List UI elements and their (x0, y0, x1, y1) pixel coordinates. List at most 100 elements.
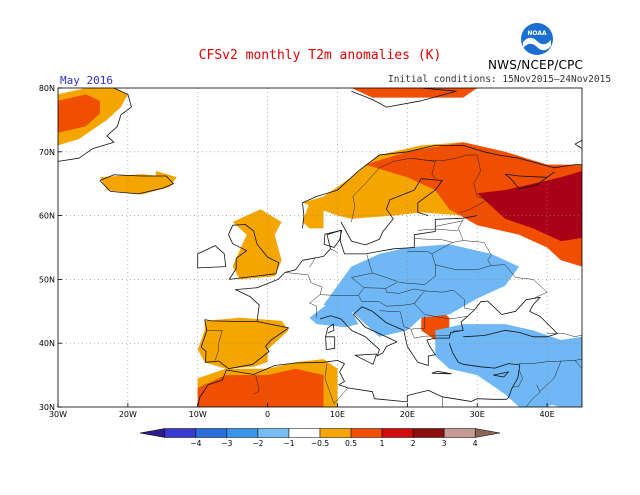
map-title: CFSv2 monthly T2m anomalies (K) (198, 48, 442, 63)
coastline-novaya-zemlya (574, 139, 582, 149)
lon-tick-label: 30W (49, 410, 67, 419)
anomaly-region-iceland-interior (99, 174, 170, 195)
coastline-denmark (323, 229, 343, 248)
colorbar-swatch (350, 428, 383, 438)
country-border (330, 248, 338, 253)
lon-tick-label: 10W (189, 410, 207, 419)
colorbar-label: −0.5 (311, 439, 329, 448)
colorbar-swatch (139, 428, 166, 438)
anomaly-region-central-europe-blue (323, 244, 520, 337)
coastline-iberia (200, 319, 289, 370)
country-border (206, 330, 223, 361)
country-border (463, 240, 492, 266)
colorbar-label: 2 (411, 439, 416, 448)
colorbar-label: −3 (221, 439, 232, 448)
anomaly-region-italy-blue (309, 301, 359, 328)
country-border (547, 333, 582, 338)
lat-tick-label: 30N (39, 403, 55, 412)
coastline-scandinavia (302, 145, 582, 229)
forecast-month: May 2016 (60, 74, 113, 87)
noaa-logo: NOAA (521, 23, 553, 55)
anomaly-region-russia-darkred (477, 170, 582, 242)
country-border (319, 254, 373, 296)
colorbar-label: −1 (283, 439, 294, 448)
initial-conditions: Initial conditions: 15Nov2015—24Nov2015 (388, 74, 612, 85)
country-border (414, 238, 453, 243)
coastline-italy (319, 306, 398, 357)
coastline-sweden-baltic (340, 178, 443, 246)
lat-tick-label: 40N (39, 339, 55, 348)
coastline-iceland (99, 174, 174, 195)
country-border (285, 272, 323, 318)
coastline-ireland (197, 245, 227, 269)
colorbar-swatch (164, 428, 197, 438)
country-border (519, 358, 582, 364)
country-border (435, 264, 548, 299)
country-border (452, 330, 464, 334)
country-border (539, 361, 562, 392)
country-border (424, 289, 475, 311)
country-border (435, 220, 464, 227)
country-border (525, 384, 541, 407)
agency-credit: NWS/NCEP/CPC (488, 58, 584, 72)
lon-tick-label: 30E (470, 410, 485, 419)
coastline-france-lowcountries (235, 215, 478, 322)
colorbar-label: −4 (190, 439, 201, 448)
colorbar-label: −2 (252, 439, 263, 448)
country-border (410, 329, 451, 339)
country-border (309, 258, 316, 268)
lat-tick-label: 70N (39, 148, 55, 157)
coastline-svalbard (351, 88, 457, 108)
colorbar-swatch (474, 428, 501, 438)
coastline-greenland-east (58, 88, 132, 162)
anomaly-region-norway-south-orange (302, 202, 324, 229)
anomaly-region-north-russia-red (365, 142, 582, 267)
country-border (253, 375, 260, 395)
coastline-crete (431, 370, 452, 375)
country-border (257, 321, 289, 329)
colorbar-swatch (226, 428, 259, 438)
noaa-logo-text: NOAA (527, 30, 547, 37)
anomaly-region-north-africa-red (197, 368, 324, 407)
coastline-kola-white-sea (504, 171, 555, 190)
country-border (324, 363, 335, 404)
lat-tick-label: 80N (39, 84, 55, 93)
country-border (431, 219, 464, 255)
country-border (372, 251, 436, 285)
coastline-sicily (354, 353, 377, 365)
colorbar-label: 3 (442, 439, 447, 448)
country-border (413, 294, 468, 320)
lon-tick-label: 40E (539, 410, 554, 419)
lon-tick-label: 10E (330, 410, 345, 419)
coastline-turkey-north (463, 330, 558, 338)
lon-tick-label: 20E (400, 410, 415, 419)
lat-tick-label: 50N (39, 275, 55, 284)
colorbar-swatch (288, 428, 321, 438)
map-frame (57, 87, 583, 408)
anomaly-region-greenland-red (58, 94, 100, 133)
country-border (417, 228, 459, 232)
colorbar-swatch (443, 428, 476, 438)
country-border (333, 387, 349, 404)
country-border (574, 360, 582, 369)
coastline-north-africa (197, 360, 471, 407)
country-border (410, 154, 489, 214)
colorbar-label: 1 (380, 439, 385, 448)
lat-tick-label: 60N (39, 212, 55, 221)
colorbar-label: 4 (473, 439, 478, 448)
country-border (351, 157, 436, 223)
colorbar-swatch (381, 428, 414, 438)
lon-tick-label: 20W (119, 410, 137, 419)
country-border (512, 369, 523, 388)
colorbar-swatch (412, 428, 445, 438)
noaa-logo-bird (523, 37, 551, 51)
colorbar-label: 0.5 (345, 439, 357, 448)
lon-tick-label: 0 (265, 410, 270, 419)
colorbar-swatch (195, 428, 228, 438)
coastline-turkey (448, 343, 521, 403)
colorbar-swatch (319, 428, 352, 438)
coastline-sardinia-corsica (325, 323, 336, 350)
anomaly-region-south-caspian-blue (505, 368, 561, 407)
